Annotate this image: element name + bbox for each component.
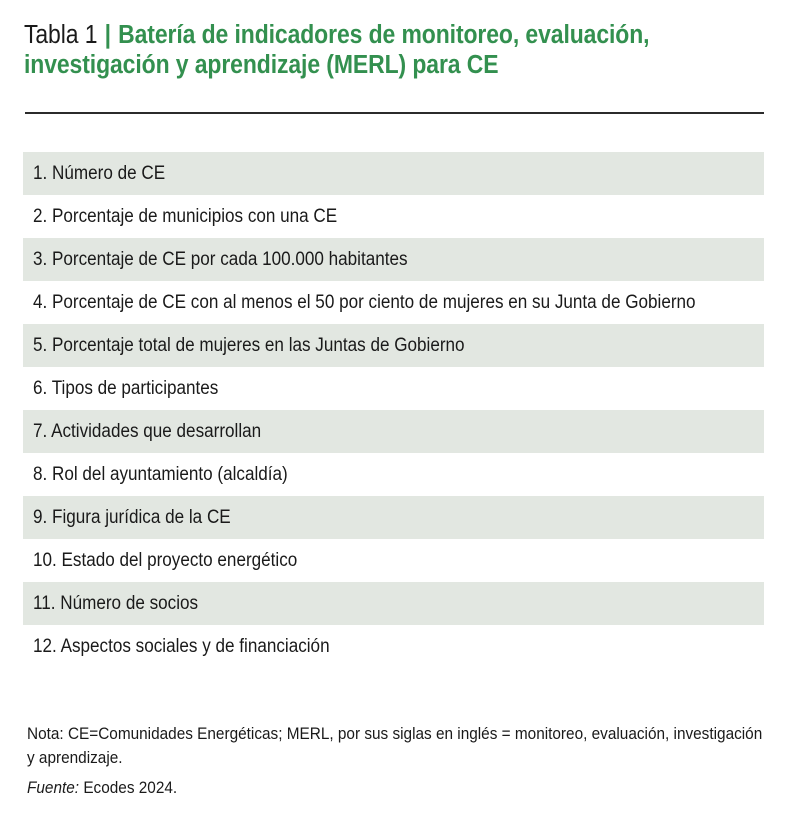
table-row: 11. Número de socios [23, 582, 764, 625]
row-text: 11. Número de socios [33, 593, 199, 614]
source-value: Ecodes 2024. [83, 779, 178, 797]
row-text: 8. Rol del ayuntamiento (alcaldía) [33, 464, 288, 485]
figure-title-text-line-1: Batería de indicadores de monitoreo, eva… [118, 21, 650, 49]
row-text: 9. Figura jurídica de la CE [33, 507, 231, 528]
indicator-list: 1. Número de CE 2. Porcentaje de municip… [23, 152, 764, 668]
title-divider-rule [25, 112, 764, 114]
figure-footnotes: Nota: CE=Comunidades Energéticas; MERL, … [27, 722, 767, 800]
table-row: 2. Porcentaje de municipios con una CE [23, 195, 764, 238]
table-row: 12. Aspectos sociales y de financiación [23, 625, 764, 668]
row-text: 12. Aspectos sociales y de financiación [33, 636, 330, 657]
table-row: 1. Número de CE [23, 152, 764, 195]
table-row: 7. Actividades que desarrollan [23, 410, 764, 453]
source-line: Fuente: Ecodes 2024. [27, 776, 763, 800]
row-text: 6. Tipos de participantes [33, 378, 219, 399]
row-text: 1. Número de CE [33, 163, 166, 184]
table-row: 4. Porcentaje de CE con al menos el 50 p… [23, 281, 764, 324]
table-row: 6. Tipos de participantes [23, 367, 764, 410]
row-text: 4. Porcentaje de CE con al menos el 50 p… [33, 292, 696, 313]
row-text: 2. Porcentaje de municipios con una CE [33, 206, 338, 227]
figure-title-text-line-2: investigación y aprendizaje (MERL) para … [24, 51, 499, 79]
note-text: Nota: CE=Comunidades Energéticas; MERL, … [27, 725, 763, 767]
table-row: 8. Rol del ayuntamiento (alcaldía) [23, 453, 764, 496]
row-text: 10. Estado del proyecto energético [33, 550, 298, 571]
figure-title-line-1: Tabla 1 | Batería de indicadores de moni… [24, 20, 692, 50]
row-text: 7. Actividades que desarrollan [33, 421, 262, 442]
source-label: Fuente: [27, 779, 80, 797]
figure-title-line-2: investigación y aprendizaje (MERL) para … [24, 50, 692, 80]
row-text: 3. Porcentaje de CE por cada 100.000 hab… [33, 249, 408, 270]
table-row: 10. Estado del proyecto energético [23, 539, 764, 582]
figure-number-label: Tabla 1 [24, 21, 98, 49]
table-row: 3. Porcentaje de CE por cada 100.000 hab… [23, 238, 764, 281]
row-text: 5. Porcentaje total de mujeres en las Ju… [33, 335, 465, 356]
title-separator-bar: | [104, 21, 111, 49]
table-row: 9. Figura jurídica de la CE [23, 496, 764, 539]
table-row: 5. Porcentaje total de mujeres en las Ju… [23, 324, 764, 367]
figure-title-block: Tabla 1 | Batería de indicadores de moni… [24, 20, 766, 80]
